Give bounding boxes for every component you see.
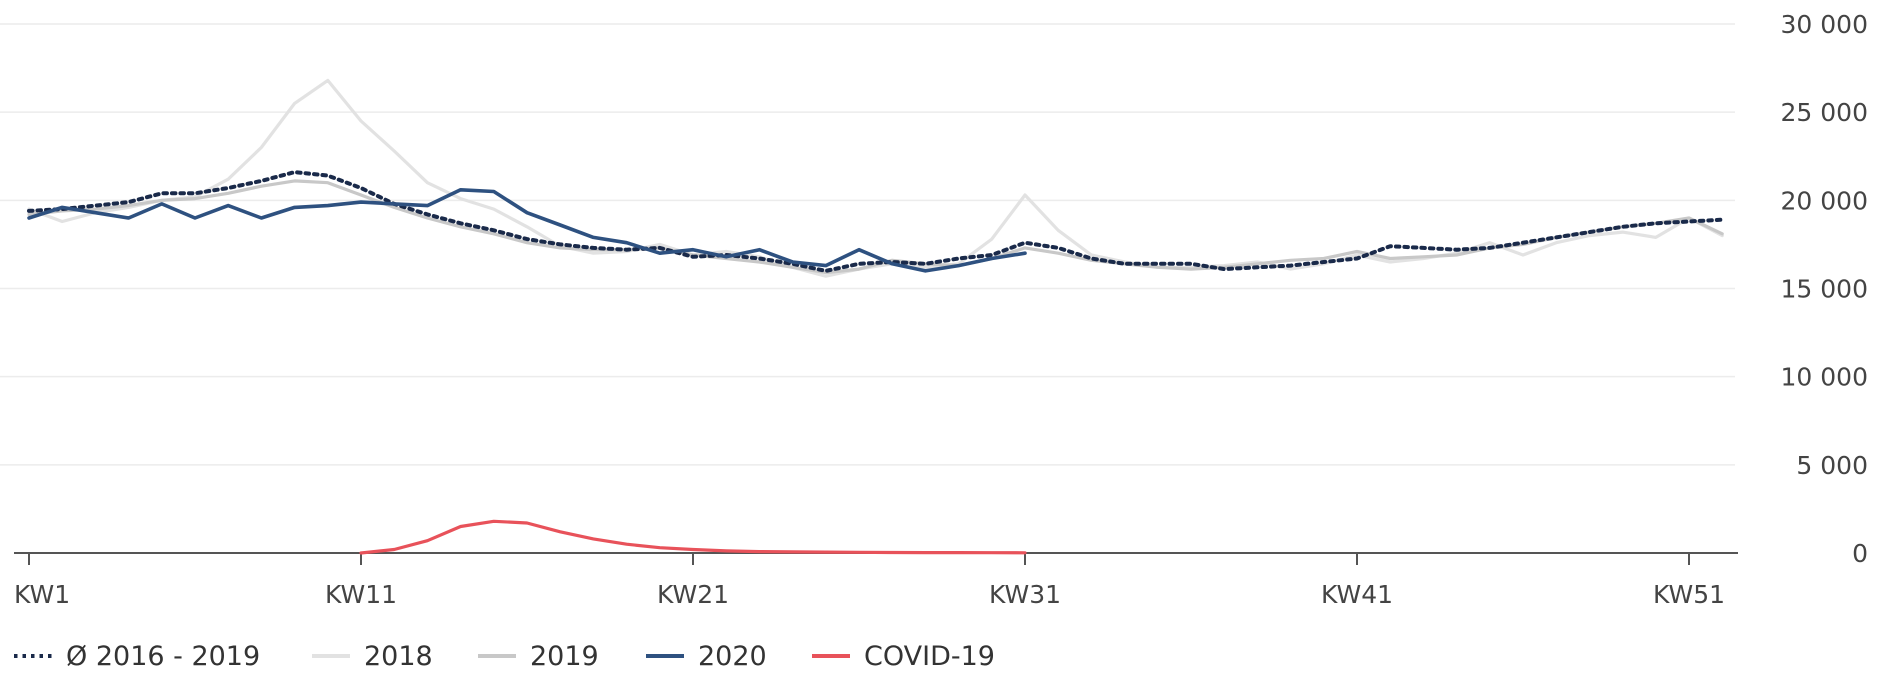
series-line-s2019: [27, 179, 1724, 275]
y-tick-label: 20 000: [1781, 186, 1868, 215]
y-tick-label: 30 000: [1781, 10, 1868, 39]
series-line-covid: [359, 519, 1027, 555]
y-tick-label: 25 000: [1781, 98, 1868, 127]
legend-item-s2020[interactable]: 2020: [646, 641, 767, 672]
series-line-s2018: [27, 78, 1724, 278]
legend: Ø 2016 - 2019 2018 2019 2020 COVID-19: [14, 641, 995, 672]
legend-item-covid[interactable]: COVID-19: [812, 641, 995, 672]
y-axis-labels: 0 5 000 10 000 15 000 20 000 25 000 30 000: [1781, 10, 1868, 568]
y-tick-label: 15 000: [1781, 275, 1868, 304]
y-tick-label: 5 000: [1796, 451, 1868, 480]
x-axis-labels: KW1 KW11 KW21 KW31 KW41 KW51: [14, 580, 1725, 609]
x-tick-label: KW31: [989, 580, 1061, 609]
legend-label: 2018: [364, 641, 433, 672]
x-tick-label: KW21: [657, 580, 729, 609]
x-tick-label: KW51: [1653, 580, 1725, 609]
x-tick-label: KW41: [1321, 580, 1393, 609]
legend-item-s2019[interactable]: 2019: [478, 641, 599, 672]
x-axis: [14, 552, 1738, 565]
y-tick-label: 10 000: [1781, 363, 1868, 392]
legend-label: COVID-19: [864, 641, 995, 672]
legend-label: Ø 2016 - 2019: [66, 641, 260, 672]
series-layer: [27, 78, 1725, 555]
grid-layer: [0, 23, 1735, 466]
series-line-s2020: [27, 188, 1027, 273]
legend-label: 2020: [698, 641, 767, 672]
legend-item-avg[interactable]: Ø 2016 - 2019: [14, 641, 260, 672]
x-tick-label: KW11: [325, 580, 397, 609]
y-tick-label: 0: [1852, 539, 1868, 568]
series-line-avg: [27, 170, 1725, 273]
legend-label: 2019: [530, 641, 599, 672]
x-tick-label: KW1: [14, 580, 70, 609]
legend-item-s2018[interactable]: 2018: [312, 641, 433, 672]
